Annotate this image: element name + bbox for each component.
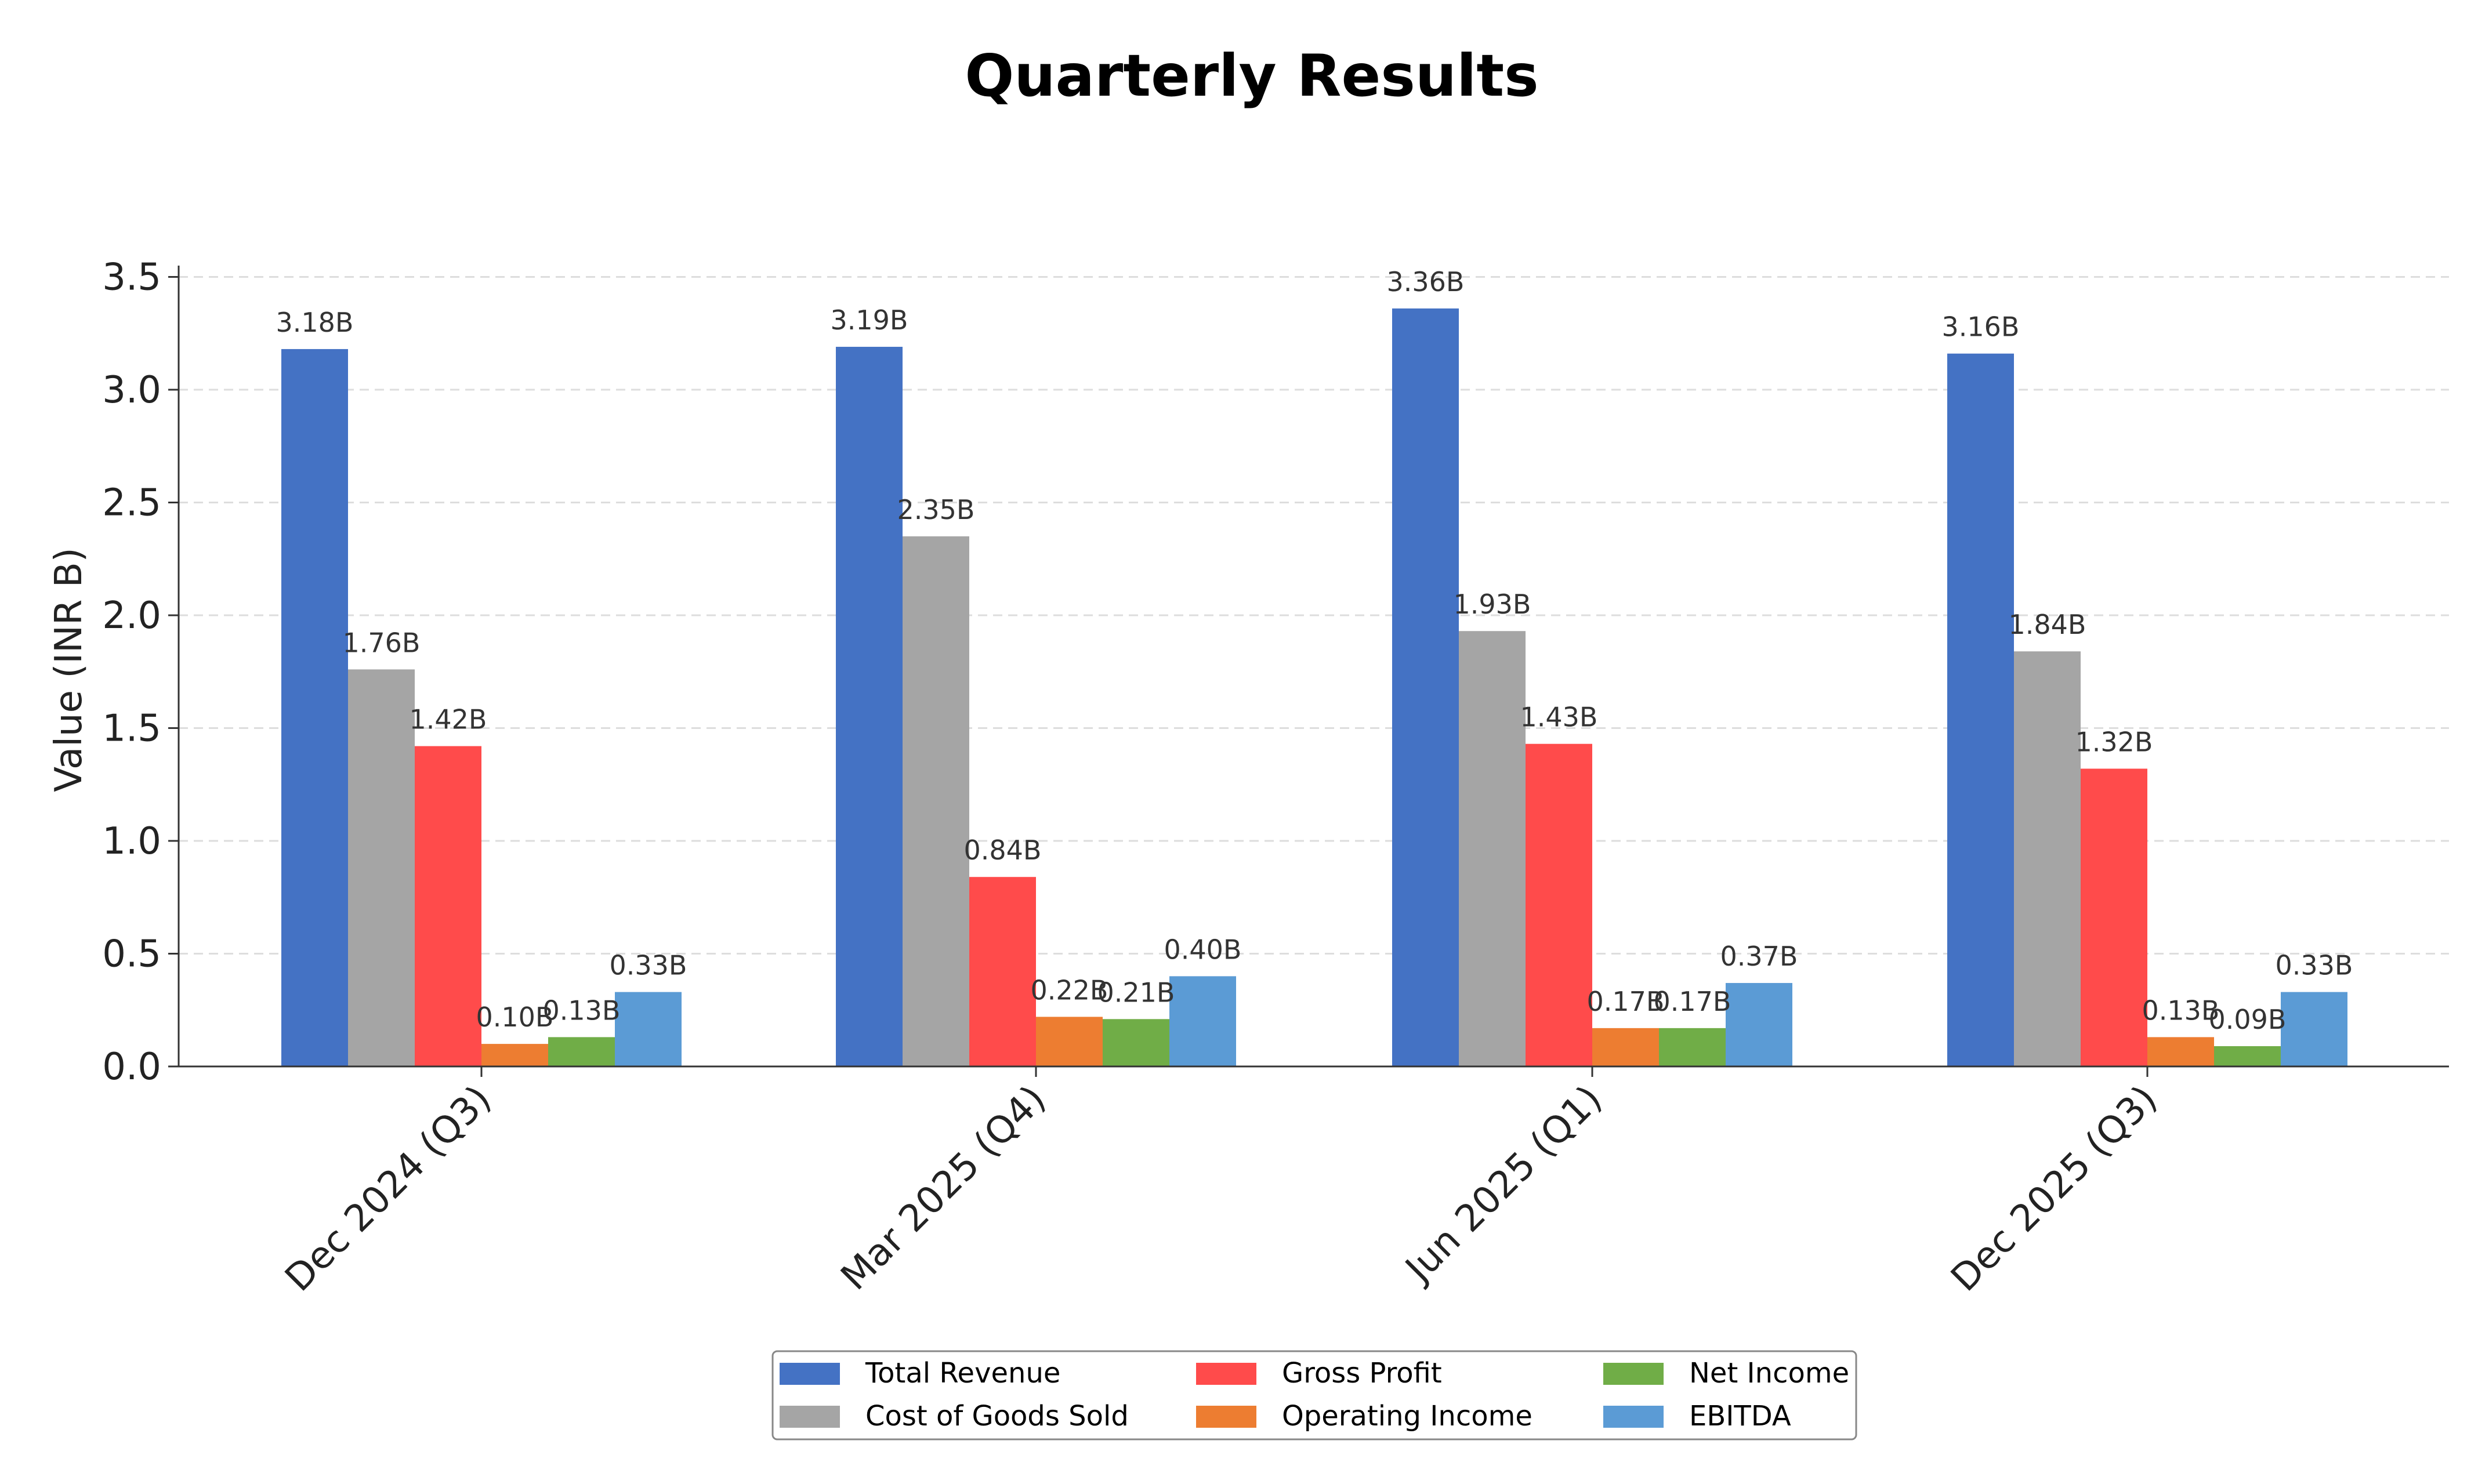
bar-value-label: 3.18B — [276, 307, 354, 338]
bar — [1169, 976, 1236, 1066]
x-tick-label: Dec 2025 (Q3) — [1943, 1077, 2166, 1300]
bar-value-label: 0.09B — [2209, 1004, 2287, 1035]
bar-value-label: 0.10B — [476, 1002, 554, 1033]
bar — [1726, 983, 1792, 1066]
bar-value-label: 1.32B — [2075, 727, 2153, 758]
x-tick-label: Jun 2025 (Q1) — [1396, 1077, 1611, 1292]
bar-value-label: 3.19B — [831, 304, 908, 336]
bar — [1947, 353, 2014, 1066]
bar-value-label: 0.21B — [1097, 977, 1175, 1008]
legend-label: Net Income — [1689, 1357, 1849, 1389]
y-tick-label: 1.5 — [102, 707, 161, 750]
y-axis-label: Value (INR B) — [48, 547, 90, 792]
bar — [903, 536, 969, 1066]
bar — [481, 1044, 548, 1066]
x-tick-label: Mar 2025 (Q4) — [833, 1077, 1054, 1298]
y-tick-label: 1.0 — [102, 820, 161, 863]
bar-value-label: 1.43B — [1520, 702, 1598, 733]
bar — [2014, 651, 2081, 1066]
bar-value-label: 0.13B — [2142, 995, 2220, 1026]
bar-value-label: 1.93B — [1454, 589, 1531, 620]
legend-swatch — [780, 1406, 840, 1428]
bar-value-label: 2.35B — [897, 494, 975, 525]
bar — [1592, 1028, 1659, 1066]
legend-label: Cost of Goods Sold — [865, 1400, 1129, 1432]
bar — [969, 877, 1036, 1066]
bar-value-label: 0.17B — [1654, 986, 1731, 1017]
grid-lines — [179, 275, 2449, 955]
bar — [2147, 1037, 2214, 1066]
bar — [2214, 1046, 2281, 1066]
y-tick-label: 2.5 — [102, 481, 161, 524]
bar — [2081, 768, 2147, 1066]
legend-label: Gross Profit — [1282, 1357, 1442, 1389]
bar — [548, 1037, 615, 1066]
bars — [281, 308, 2347, 1067]
bar-value-label: 0.22B — [1031, 974, 1108, 1006]
bar — [1526, 743, 1592, 1066]
bar-value-label: 0.37B — [1720, 941, 1798, 972]
bar — [415, 746, 481, 1066]
y-tick-label: 0.5 — [102, 933, 161, 975]
legend-swatch — [1603, 1406, 1664, 1428]
bar — [348, 669, 415, 1066]
y-tick-label: 3.0 — [102, 369, 161, 412]
legend-box — [771, 1350, 1857, 1441]
bar-value-label: 0.40B — [1164, 934, 1242, 965]
bar — [1392, 308, 1459, 1067]
bar — [281, 349, 348, 1066]
bar-value-label: 0.84B — [964, 834, 1042, 866]
bar — [1459, 631, 1526, 1066]
bar — [1659, 1028, 1726, 1066]
bar-value-label: 1.84B — [2009, 609, 2086, 640]
legend-label: Total Revenue — [865, 1357, 1060, 1389]
bar-value-label: 3.36B — [1387, 266, 1465, 297]
bar — [615, 992, 682, 1066]
bar — [836, 347, 903, 1066]
bar-value-label: 0.33B — [610, 950, 687, 981]
bar-value-label: 0.13B — [543, 995, 621, 1026]
y-tick-label: 3.5 — [102, 256, 161, 299]
legend: Total Revenue Cost of Goods Sold Gross Pro… — [771, 1350, 1857, 1441]
bar-value-label: 1.42B — [410, 704, 487, 735]
x-tick-label: Dec 2024 (Q3) — [277, 1077, 500, 1300]
legend-swatch — [1603, 1363, 1664, 1385]
bar — [2281, 992, 2347, 1066]
legend-label: EBITDA — [1689, 1400, 1791, 1432]
chart-title: Quarterly Results — [965, 42, 1538, 110]
bar — [1103, 1019, 1169, 1066]
bar — [1036, 1017, 1103, 1066]
bar-value-label: 0.33B — [2276, 950, 2353, 981]
y-tick-label: 2.0 — [102, 594, 161, 637]
legend-swatch — [1196, 1363, 1256, 1385]
y-tick-label: 0.0 — [102, 1046, 161, 1088]
bar-value-label: 1.76B — [343, 627, 421, 658]
bar-value-label: 3.16B — [1942, 311, 2020, 343]
bar-value-label: 0.17B — [1587, 986, 1665, 1017]
legend-swatch — [780, 1363, 840, 1385]
legend-label: Operating Income — [1282, 1400, 1532, 1432]
data-labels: 3.18B 3.19B 3.36B 3.16B 1.76B 2.35B 1.93B 1.84B… — [276, 266, 2353, 1035]
legend-swatch — [1196, 1406, 1256, 1428]
